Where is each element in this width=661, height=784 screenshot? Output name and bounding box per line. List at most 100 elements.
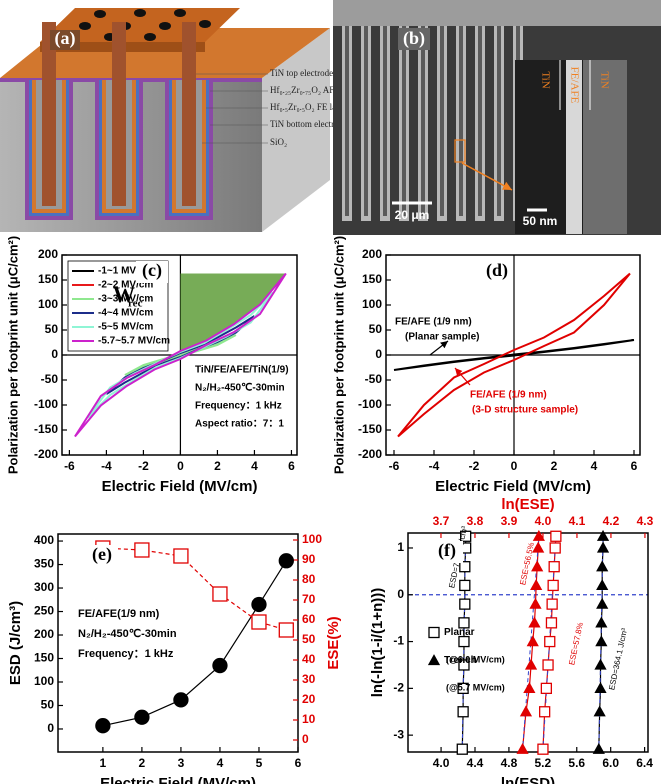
x2-tick-label: 4.0 bbox=[535, 514, 552, 528]
marker bbox=[251, 596, 267, 613]
annotation: rec bbox=[128, 298, 143, 310]
marker bbox=[547, 579, 559, 592]
label-bg bbox=[136, 261, 168, 283]
y-tick-label: -150 bbox=[34, 422, 58, 436]
y2-axis-label: ESE(%) bbox=[325, 616, 342, 669]
marker bbox=[530, 579, 543, 591]
marker bbox=[549, 542, 561, 554]
chart: 1 2 3 4 5 60501001502002503003504000102030405… bbox=[7, 532, 342, 784]
panel-label: (a) bbox=[55, 28, 76, 49]
marker bbox=[596, 541, 610, 553]
label-bg bbox=[431, 541, 463, 563]
zoom-box bbox=[454, 139, 466, 163]
wrec-area bbox=[180, 273, 286, 351]
sem-column-core bbox=[421, 26, 425, 216]
inset-label: TiN bbox=[598, 71, 610, 88]
marker bbox=[529, 597, 542, 609]
inset-label: FE/AFE bbox=[568, 67, 580, 104]
panel-a: (a) TiN top electrode Hf₀.₂₅Zr₀.₇₅O₂ AFE… bbox=[0, 8, 360, 232]
y-tick-label: -100 bbox=[34, 397, 58, 411]
y-tick-label: -150 bbox=[358, 422, 382, 436]
sem-column-core bbox=[478, 26, 482, 216]
y2-tick-label: 0 bbox=[302, 732, 309, 746]
label-bg bbox=[398, 28, 430, 50]
y-tick-label: 100 bbox=[38, 297, 58, 311]
x-tick-label: 5 bbox=[256, 756, 263, 770]
marker bbox=[459, 598, 471, 610]
chart: -6 -4 -2 0 2 4 6 -200 -150 -100 -50 0 50 100 150 200 Ele… bbox=[5, 236, 298, 495]
sem-column-core bbox=[345, 26, 349, 216]
marker bbox=[524, 658, 538, 670]
layer-label: Hf₀.₂₅Zr₀.₇₅O₂ AFE layer bbox=[270, 85, 360, 95]
annotation-arrow bbox=[429, 340, 449, 356]
marker bbox=[278, 622, 294, 638]
y-tick-label: 100 bbox=[34, 674, 54, 688]
inset-fe-afe bbox=[566, 60, 582, 234]
marker bbox=[596, 529, 610, 541]
marker bbox=[532, 541, 545, 553]
y2-tick-label: 50 bbox=[302, 632, 316, 646]
annotation: (@5.7 MV/cm) bbox=[446, 682, 505, 692]
marker bbox=[540, 682, 553, 695]
x-axis-label: ln(ESD) bbox=[501, 775, 555, 784]
y-tick-label: 250 bbox=[34, 604, 54, 618]
x-tick-label: -2 bbox=[138, 459, 149, 473]
y2-tick-label: 10 bbox=[302, 712, 316, 726]
marker bbox=[596, 560, 609, 572]
y-tick-label: 50 bbox=[369, 322, 383, 336]
marker bbox=[458, 659, 470, 671]
y-tick-label: 300 bbox=[34, 580, 54, 594]
marker bbox=[519, 705, 533, 717]
sem-column-core bbox=[459, 26, 463, 216]
annotation: (Planar sample) bbox=[405, 332, 479, 343]
marker bbox=[427, 654, 441, 666]
chart: -6 -4 -2 0 2 4 6 -200 -150 -100 -50 0 50 100 150 200 Ele… bbox=[331, 236, 641, 495]
marker bbox=[458, 617, 470, 629]
x-tick-label: -4 bbox=[101, 459, 112, 473]
y-tick-label: 150 bbox=[38, 272, 58, 286]
x-tick-label: -2 bbox=[469, 459, 480, 473]
zoom-arrow bbox=[461, 162, 513, 191]
y2-tick-label: 30 bbox=[302, 672, 316, 686]
x-tick-label: 1 bbox=[100, 756, 107, 770]
annotation: Frequency：1 kHz bbox=[78, 648, 174, 660]
x-tick-label: 6 bbox=[295, 756, 302, 770]
x-tick-label: 0 bbox=[511, 459, 518, 473]
marker bbox=[516, 742, 529, 754]
sem-column-core bbox=[402, 26, 406, 216]
annotation: ESD=364.1 J/cm³ bbox=[607, 627, 629, 691]
y-axis-label: Polarization per footprint unit (μC/cm²) bbox=[5, 236, 20, 474]
annotation: FE/AFE (1/9 nm) bbox=[395, 317, 472, 328]
marker bbox=[546, 598, 558, 610]
y-tick-label: 50 bbox=[41, 698, 55, 712]
y2-tick-label: 60 bbox=[302, 612, 316, 626]
y-tick-label: 200 bbox=[362, 247, 382, 261]
marker bbox=[459, 561, 471, 573]
x-tick-label: -6 bbox=[389, 459, 400, 473]
y-tick-label: -1 bbox=[393, 634, 404, 648]
marker bbox=[458, 635, 470, 648]
x-tick-label: 4.4 bbox=[467, 756, 484, 770]
legend-label: -2~2 MV/cm bbox=[98, 280, 153, 291]
x-tick-label: 4.8 bbox=[501, 756, 518, 770]
x-tick-label: 6 bbox=[631, 459, 638, 473]
marker bbox=[459, 579, 471, 592]
marker bbox=[95, 718, 111, 734]
legend-label: -5.7~5.7 MV/cm bbox=[98, 336, 170, 347]
y-tick-label: 200 bbox=[38, 247, 58, 261]
scale-label: 20 μm bbox=[395, 208, 430, 222]
marker bbox=[544, 635, 556, 648]
x-tick-label: 6 bbox=[288, 459, 295, 473]
plot-frame bbox=[57, 533, 299, 753]
y-tick-label: -3 bbox=[393, 727, 404, 741]
layer-label: SiO₂ bbox=[270, 137, 287, 147]
marker bbox=[457, 706, 469, 718]
series-line bbox=[397, 272, 631, 438]
y-tick-label: -200 bbox=[358, 447, 382, 461]
y-tick-label: -2 bbox=[393, 681, 404, 695]
legend-label: Planar bbox=[444, 627, 475, 638]
marker bbox=[134, 709, 150, 725]
legend-label: -5~5 MV/cm bbox=[98, 322, 153, 333]
layer-label: TiN top electrode bbox=[270, 68, 333, 78]
annotation: FE/AFE(1/9 nm) bbox=[78, 608, 160, 620]
